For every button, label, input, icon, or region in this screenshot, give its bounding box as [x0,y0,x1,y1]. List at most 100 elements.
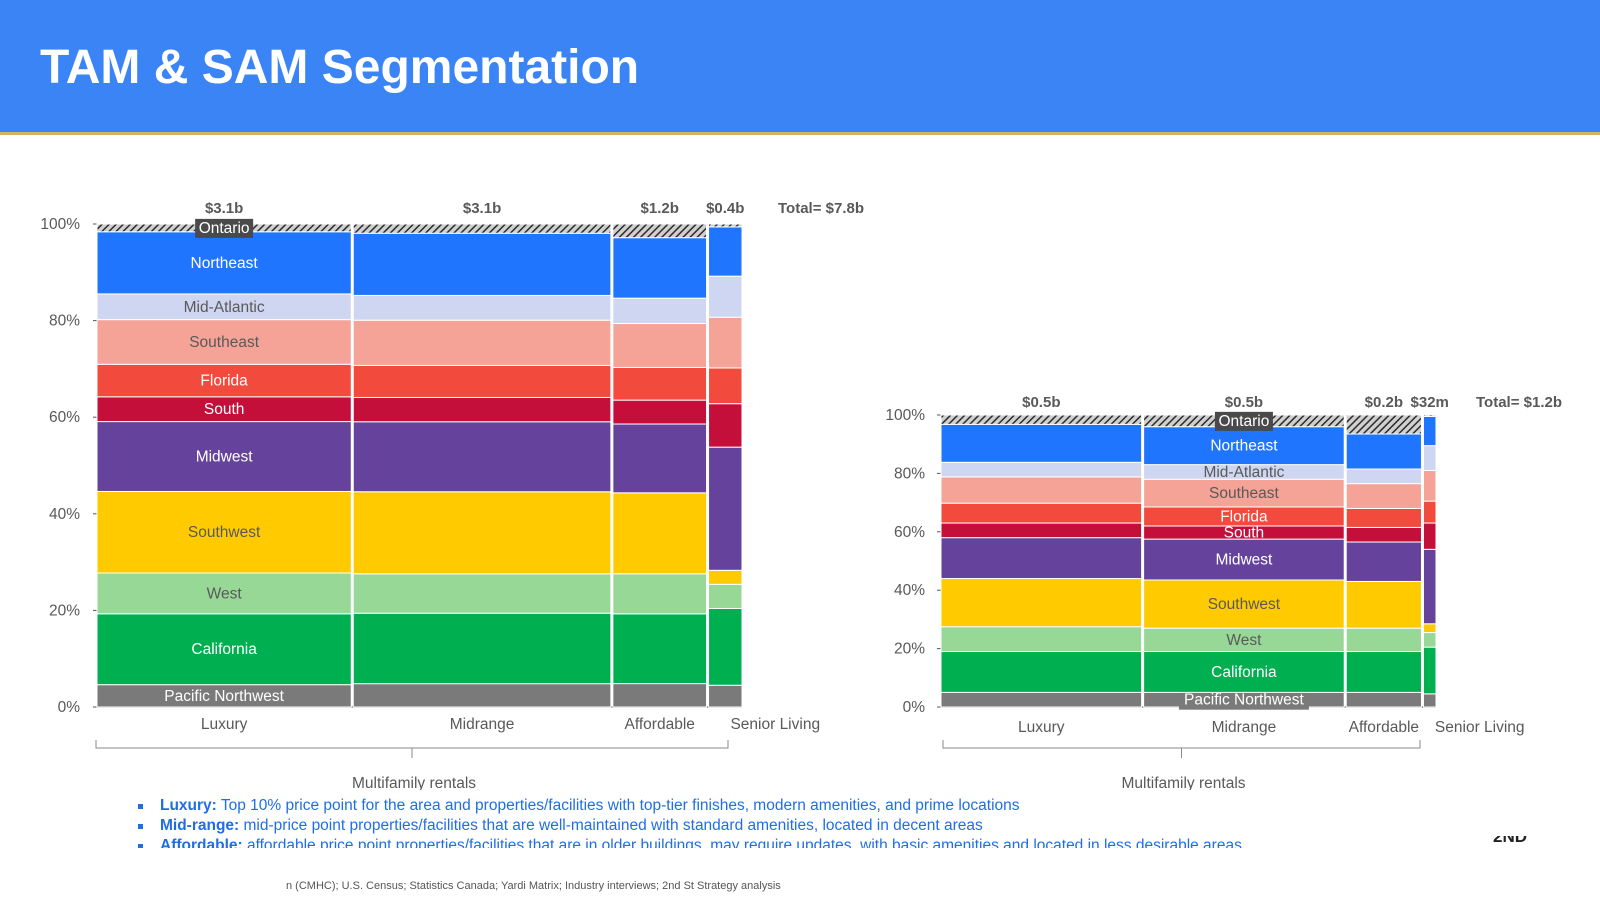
segment-label: Florida [200,373,248,390]
segment-label: West [1226,632,1262,649]
y-tick-label: 20% [49,602,80,619]
bullet-label: Mid-range: [160,817,240,834]
segment-south [940,522,1143,539]
segment-california [708,607,743,686]
chart-tam: 0% 20% 40% 60% 80% 100% Pacific Northwest Calif… [40,200,864,790]
segment-midwest [940,537,1143,580]
segment-southeast [96,319,352,365]
bullet-square-icon [138,844,143,848]
bullet-text: Top 10% price point for the area and pro… [216,797,1020,814]
column-total-label: $0.5b [1022,394,1060,411]
segment-florida [96,363,352,398]
chart-sam: 0% 20% 40% 60% 80% 100% $0.5b Luxury Pacific Nor… [885,394,1562,790]
category-label: Senior Living [730,716,820,733]
y-tick-label: 80% [894,465,925,482]
column-total-label: $32m [1411,394,1449,411]
segment-label: Northeast [191,255,259,272]
segment-midwest [708,446,743,571]
column-total-label: $3.1b [463,200,501,217]
category-label: Senior Living [1435,719,1525,736]
segment-florida [708,367,743,405]
segment-south [708,403,743,448]
segment-southeast [1422,469,1437,502]
column-midrange [352,223,612,708]
segment-west [708,583,743,609]
category-label: Midrange [450,716,515,733]
column-luxury [940,414,1143,708]
segment-west [96,572,352,615]
column-midrange: Pacific Northwest California West Southwest… [1143,411,1345,710]
segment-west [1422,632,1437,648]
segment-label: Florida [1220,508,1268,525]
segment-label: Pacific Northwest [164,688,284,705]
category-label: Midrange [1212,719,1277,736]
grand-total-label: Total= $7.8b [778,200,864,217]
segment-florida [612,366,708,401]
group-label: Multifamily rentals [352,775,476,790]
segment-southwest [96,490,352,574]
column-affordable [612,223,708,708]
column-total-label: $0.2b [1365,394,1403,411]
column-total-label: $0.5b [1225,394,1263,411]
segment-label: Midwest [1215,552,1273,569]
segment-california [940,651,1143,693]
segment-california [612,613,708,685]
segment-southwest [1345,580,1422,629]
segment-label: Northeast [1210,438,1278,455]
segment-southeast [708,316,743,369]
segment-southwest [1422,623,1437,634]
segment-southwest [940,578,1143,628]
segment-label: Southwest [1208,596,1281,613]
segment-northeast [352,232,612,296]
segment-label: Mid-Atlantic [1203,464,1284,481]
segment-ontario [1422,414,1437,417]
segment-florida [940,502,1143,524]
segment-west [352,573,612,614]
bullet-label: Luxury: [160,797,217,814]
segment-california [352,612,612,685]
segment-label: Pacific Northwest [1184,692,1304,709]
bullet-text: mid-price point properties/facilities th… [239,817,983,834]
segment-california [96,613,352,686]
bullet-luxury: Luxury: Top 10% price point for the area… [138,796,1488,816]
y-tick-label: 60% [49,409,80,426]
segment-label: Midwest [196,449,254,466]
segment-midwest [612,423,708,494]
category-label: Luxury [201,716,248,733]
category-label: Affordable [625,716,695,733]
bullet-midrange: Mid-range: mid-price point properties/fa… [138,816,1488,836]
segment-ontario [352,223,612,234]
segment-label-bg [1178,690,1309,710]
y-tick-label: 0% [58,699,81,716]
category-label: Luxury [1018,719,1065,736]
y-tick-label: 60% [894,524,925,541]
segment-florida [352,364,612,398]
page-title: TAM & SAM Segmentation [40,41,640,94]
segment-florida [1345,507,1422,528]
segment-northeast [1422,415,1437,447]
segment-southeast [612,323,708,368]
column-total-label: $0.4b [706,200,744,217]
segment-southwest [708,569,743,585]
segment-mid-atlantic [1422,445,1437,471]
segment-southeast [940,476,1143,504]
bullet-label: Affordable: [160,837,243,848]
column-luxury: Pacific Northwest California West Southwest… [96,218,352,708]
group-brace [942,740,1421,758]
segment-mid-atlantic [1345,468,1422,485]
segment-label: California [1211,664,1277,681]
segment-northeast [708,226,743,277]
segment-label: Ontario [199,220,250,237]
brand-mark: 2ND [1493,836,1538,850]
segment-southeast [1345,483,1422,509]
segment-northeast [96,231,352,295]
segment-midwest [352,421,612,493]
y-tick-label: 20% [894,641,925,658]
segment-south [1345,526,1422,543]
segment-southwest [612,492,708,575]
segment-label-bg [1214,411,1273,431]
segment-west [612,573,708,615]
y-tick-label: 40% [49,506,80,523]
segment-northeast [1143,426,1345,466]
segment-ontario [1345,414,1422,435]
